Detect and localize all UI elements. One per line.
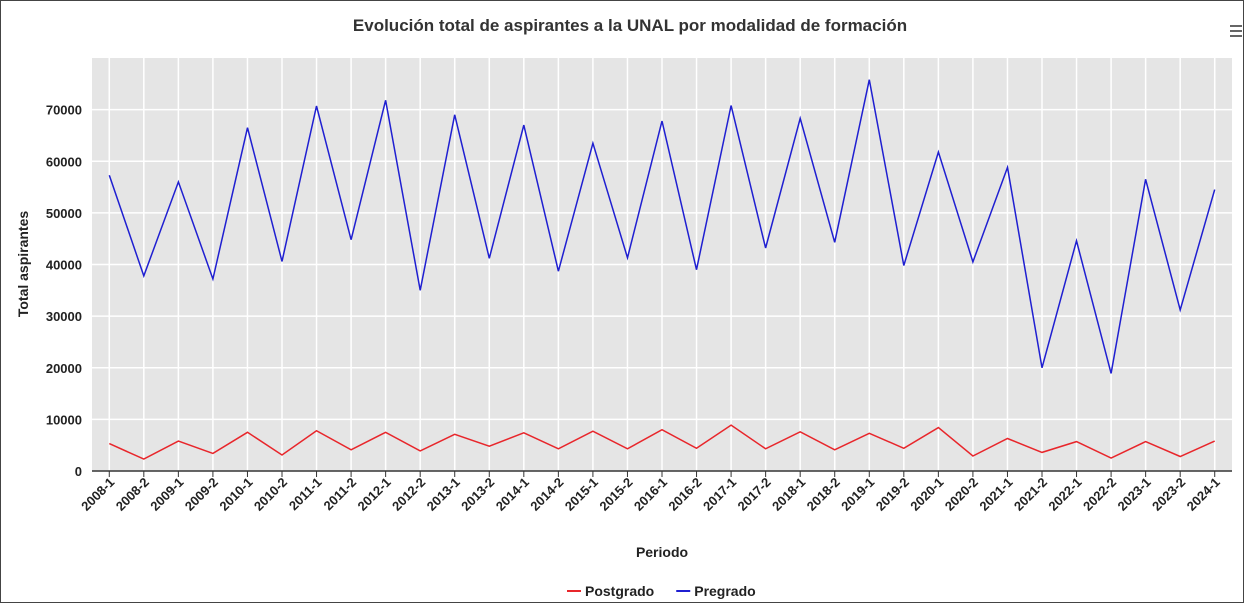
menu-icon[interactable] <box>1230 25 1242 37</box>
x-axis-title: Periodo <box>636 544 688 560</box>
y-tick-label: 60000 <box>46 154 82 169</box>
y-tick-label: 70000 <box>46 103 82 118</box>
y-tick-label: 40000 <box>46 258 82 273</box>
y-tick-label: 20000 <box>46 361 82 376</box>
y-tick-label: 50000 <box>46 206 82 221</box>
series-line <box>108 424 1216 460</box>
y-tick-label: 10000 <box>46 412 82 427</box>
series-line <box>108 79 1216 374</box>
y-axis-title: Total aspirantes <box>15 211 31 318</box>
legend-label: Pregrado <box>694 583 755 599</box>
legend-label: Postgrado <box>585 583 654 599</box>
y-tick-label: 30000 <box>46 309 82 324</box>
y-tick-label: 0 <box>75 464 82 479</box>
chart-title: Evolución total de aspirantes a la UNAL … <box>353 16 907 35</box>
